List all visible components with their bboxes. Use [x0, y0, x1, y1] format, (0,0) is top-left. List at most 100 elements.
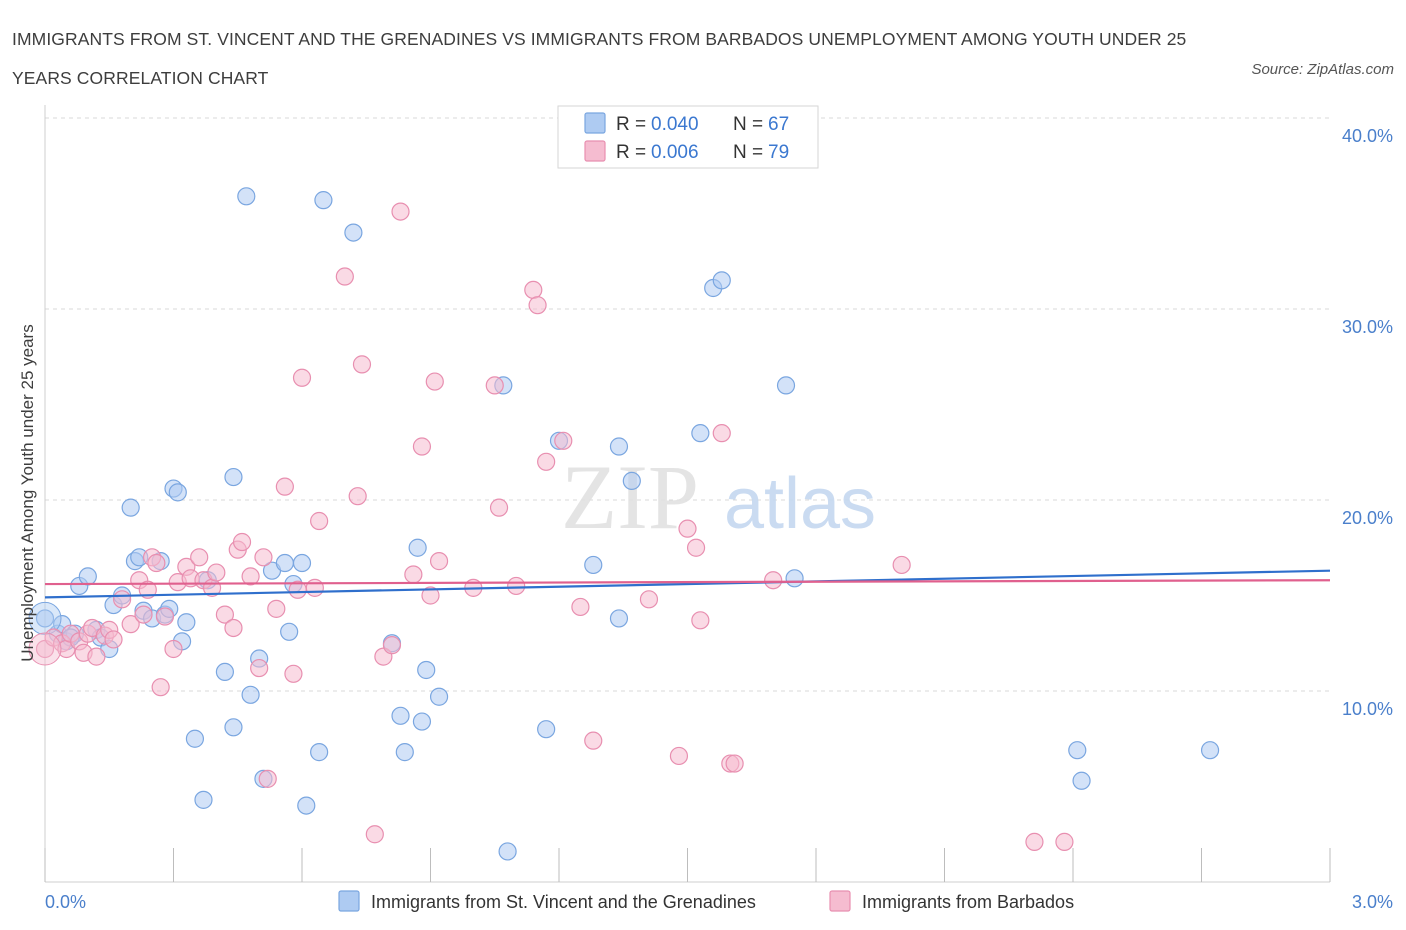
point-pink — [87, 647, 106, 666]
point-pink — [292, 368, 312, 387]
stats-swatch-pink — [584, 140, 606, 162]
point-pink-large — [28, 632, 62, 666]
point-blue — [429, 687, 449, 706]
point-blue — [408, 538, 427, 557]
y-tick-label: 40.0% — [1342, 126, 1393, 146]
point-pink — [284, 664, 303, 683]
point-blue — [344, 223, 363, 242]
point-pink — [429, 552, 449, 571]
point-pink — [138, 580, 157, 599]
point-blue — [622, 471, 641, 490]
point-blue — [537, 720, 556, 739]
point-pink — [275, 477, 294, 496]
point-blue — [275, 553, 294, 573]
legend-swatch-blue — [338, 890, 360, 912]
point-blue — [310, 743, 329, 762]
point-pink — [151, 678, 170, 697]
point-pink — [215, 605, 234, 624]
point-blue — [584, 555, 603, 575]
point-blue — [241, 685, 260, 704]
point-pink — [1025, 832, 1044, 851]
y-tick-label: 30.0% — [1342, 317, 1393, 337]
point-blue — [785, 569, 804, 588]
point-blue — [314, 191, 333, 210]
trend-lines — [44, 569, 1331, 599]
legend-label-pink: Immigrants from Barbados — [862, 892, 1074, 912]
point-pink — [584, 731, 603, 750]
point-pink — [686, 538, 706, 557]
y-axis-label: Unemployment Among Youth under 25 years — [18, 324, 37, 661]
point-pink — [554, 431, 573, 450]
point-blue — [776, 376, 796, 395]
stats-r-value-2: 0.006 — [651, 142, 699, 163]
point-pink — [524, 280, 543, 299]
legend: Immigrants from St. Vincent and the Gren… — [338, 890, 1074, 912]
y-tick-label: 20.0% — [1342, 508, 1393, 528]
stats-r-label-2: R = — [616, 142, 646, 163]
point-pink — [1055, 832, 1074, 851]
point-pink — [121, 615, 140, 634]
point-blue — [78, 567, 97, 586]
tick-labels: 10.0% 20.0% 30.0% 40.0% 0.0% 3.0% — [45, 126, 1393, 912]
point-blue — [609, 609, 629, 628]
legend-swatch-pink — [829, 890, 851, 912]
trend-line-blue — [44, 569, 1331, 599]
point-blue-large — [28, 601, 62, 635]
point-pink — [528, 296, 547, 315]
point-blue — [185, 729, 205, 748]
point-pink — [485, 376, 504, 395]
point-blue — [1072, 771, 1091, 790]
point-pink — [164, 639, 183, 659]
point-pink — [725, 754, 744, 773]
point-pink — [365, 825, 384, 844]
trend-line-pink — [44, 579, 1331, 586]
stats-swatch-blue — [584, 112, 606, 134]
point-blue — [691, 424, 710, 443]
point-pink — [425, 372, 444, 391]
grid-lines — [45, 117, 1330, 692]
point-blue — [417, 660, 436, 680]
point-pink — [404, 565, 423, 584]
point-blue — [121, 498, 140, 517]
point-blue — [224, 467, 243, 487]
stats-n-label-1: N = — [733, 114, 763, 135]
point-pink — [571, 597, 590, 617]
axes — [44, 105, 1331, 883]
point-blue — [194, 790, 213, 809]
stats-n-label-2: N = — [733, 142, 763, 163]
point-blue — [237, 187, 256, 206]
chart-title: IMMIGRANTS FROM ST. VINCENT AND THE GREN… — [12, 29, 1187, 88]
point-pink — [764, 571, 783, 590]
point-pink — [639, 590, 659, 609]
stats-n-value-2: 79 — [768, 142, 789, 163]
point-pink — [678, 519, 697, 538]
point-blue — [297, 796, 316, 815]
point-pink — [352, 355, 372, 374]
source-note: Source: ZipAtlas.com — [1251, 61, 1394, 78]
point-pink — [207, 563, 226, 582]
point-blue — [280, 622, 299, 641]
point-pink — [691, 611, 710, 630]
point-blue — [177, 613, 196, 632]
point-pink — [190, 548, 209, 567]
point-pink — [267, 599, 286, 618]
point-blue — [609, 437, 629, 456]
point-pink — [134, 605, 153, 624]
point-pink — [112, 590, 132, 609]
legend-label-blue: Immigrants from St. Vincent and the Gren… — [371, 892, 756, 912]
point-pink — [489, 498, 509, 517]
point-pink — [155, 607, 175, 626]
watermark-zip: ZIP — [561, 446, 699, 548]
watermark-atlas: atlas — [724, 464, 876, 544]
point-blue — [412, 712, 432, 731]
point-pink — [892, 555, 911, 575]
point-blue — [391, 706, 410, 725]
x-tick-label: 3.0% — [1352, 892, 1393, 912]
point-pink — [147, 553, 166, 573]
y-tick-label: 10.0% — [1342, 699, 1393, 719]
point-pink — [250, 658, 269, 678]
point-pink — [310, 511, 329, 531]
point-blue — [292, 553, 312, 573]
point-pink — [421, 586, 440, 605]
